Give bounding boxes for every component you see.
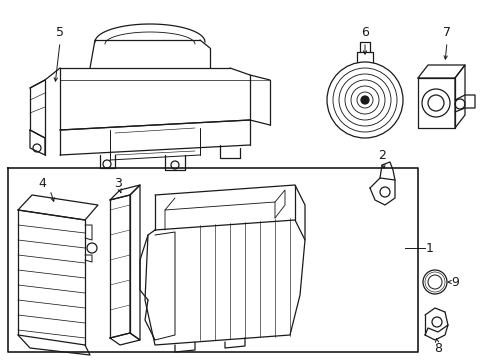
- Text: 2: 2: [377, 149, 385, 162]
- Text: 8: 8: [433, 342, 441, 355]
- Circle shape: [360, 96, 368, 104]
- Text: 1: 1: [425, 242, 433, 255]
- Text: 9: 9: [450, 275, 458, 288]
- Text: 7: 7: [442, 26, 450, 39]
- Text: 5: 5: [56, 26, 64, 39]
- Text: 6: 6: [360, 26, 368, 39]
- Text: 4: 4: [38, 176, 46, 189]
- Text: 3: 3: [114, 176, 122, 189]
